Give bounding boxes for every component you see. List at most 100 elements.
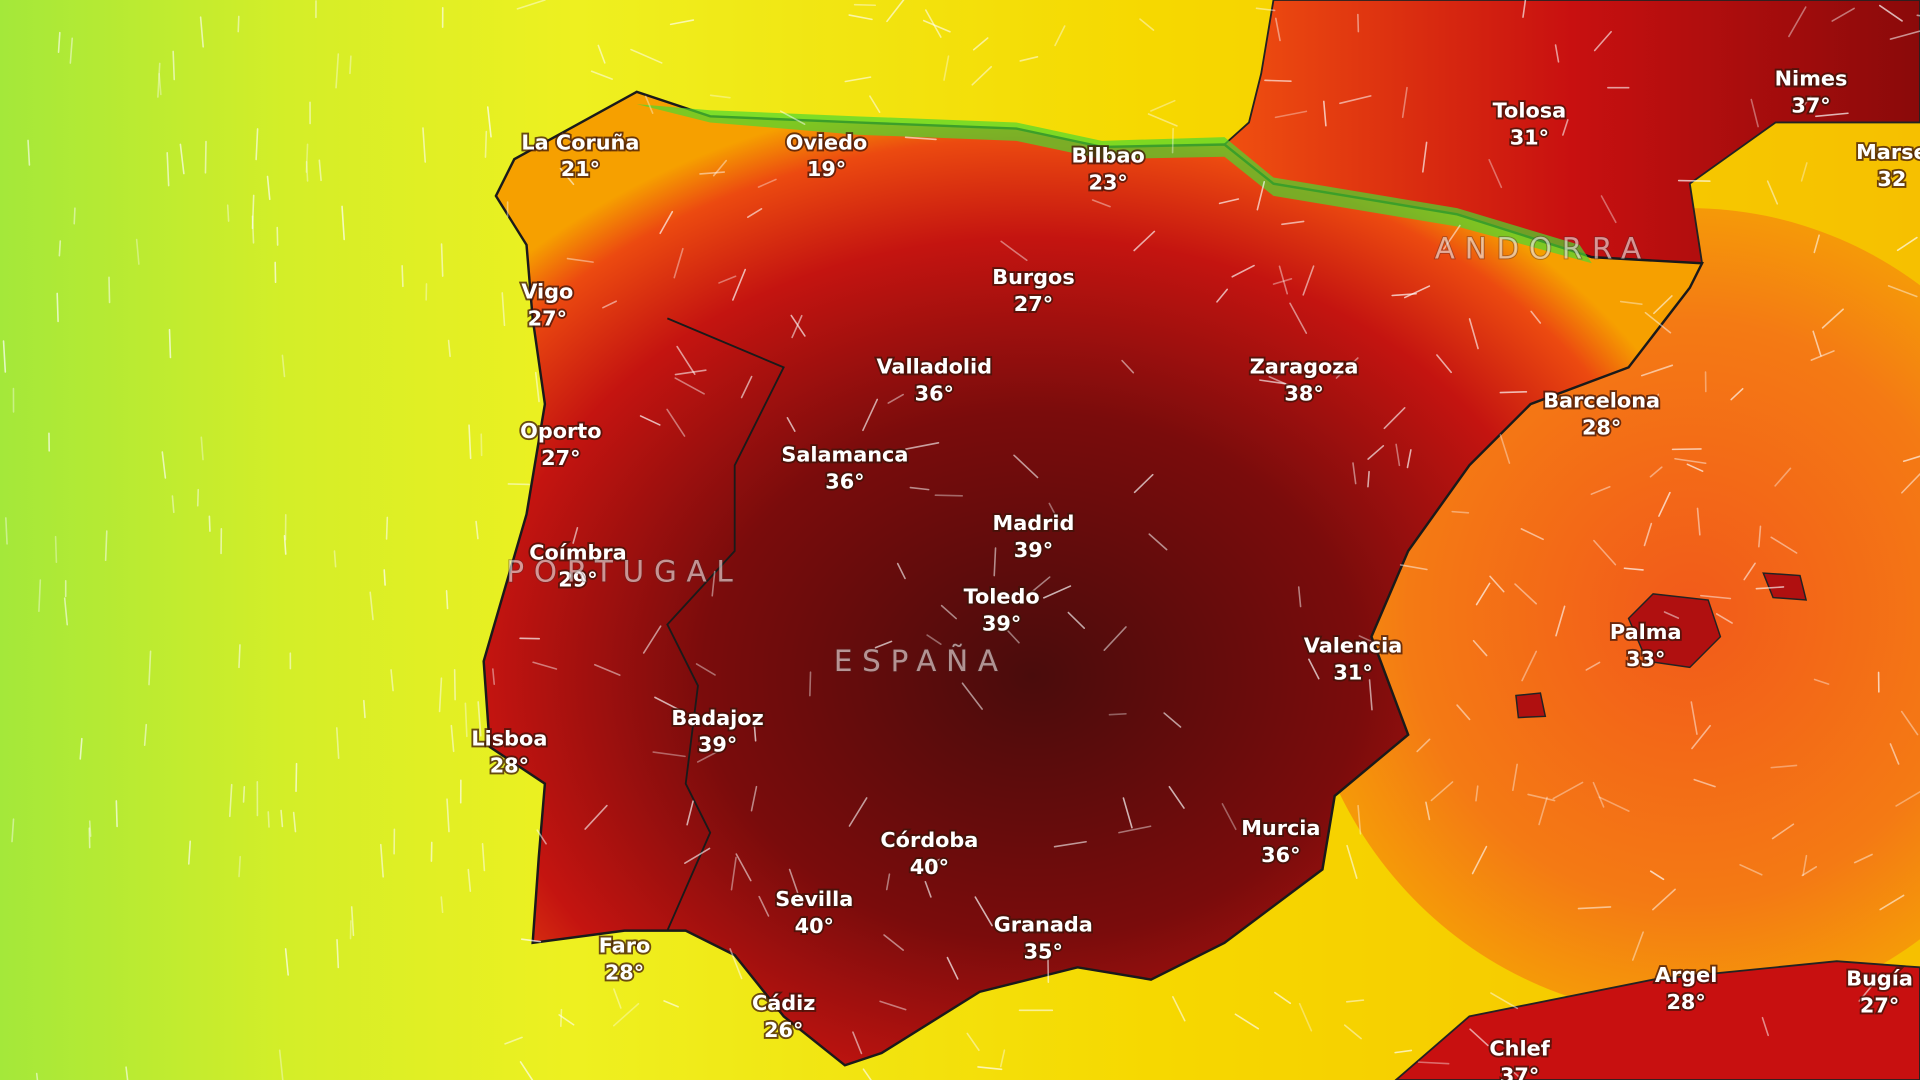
wind-streak [484, 130, 488, 158]
city-temp: 38° [1284, 381, 1323, 405]
city-temp: 31° [1333, 660, 1372, 684]
wind-streak [318, 159, 322, 182]
wind-streak [168, 328, 172, 359]
wind-streak [788, 868, 799, 894]
city-temp: 36° [825, 469, 864, 493]
wind-streak [446, 798, 450, 833]
wind-streak [1889, 30, 1920, 40]
wind-streak [886, 0, 905, 23]
wind-streak [1133, 230, 1156, 252]
wind-streak [1297, 586, 1302, 608]
city-temp: 21° [561, 157, 600, 181]
wind-streak [853, 3, 877, 7]
wind-streak [1640, 364, 1674, 377]
wind-streak [1425, 801, 1431, 821]
wind-streak [1619, 300, 1643, 305]
city-temp: 35° [1024, 940, 1063, 964]
city-temp: 37° [1500, 1063, 1539, 1080]
wind-streak [1368, 679, 1373, 711]
wind-streak [940, 604, 957, 620]
city-temp: 33° [1626, 647, 1665, 671]
city-name: Oviedo [786, 130, 868, 154]
wind-streak [336, 938, 340, 969]
wind-streak [1831, 7, 1855, 22]
wind-streak [666, 408, 686, 437]
wind-streak [993, 547, 997, 577]
wind-streak [1231, 264, 1255, 278]
wind-streak [639, 415, 661, 426]
labels: La Coruña 21° Oviedo 19° Bilbao 23° Tolosa 31° N… [470, 65, 1920, 1080]
wind-streak [904, 136, 937, 141]
wind-streak [594, 663, 621, 676]
wind-streak [1403, 285, 1431, 299]
wind-streak [1730, 387, 1744, 401]
wind-streak [572, 526, 579, 544]
city-name: Madrid [993, 511, 1075, 535]
wind-streak [1750, 98, 1759, 128]
wind-streak [1430, 781, 1454, 802]
wind-streak [1538, 796, 1548, 826]
wind-streak [1522, 0, 1527, 18]
wind-streak [757, 178, 777, 188]
wind-streak [305, 143, 309, 173]
wind-streak [1339, 95, 1372, 105]
wind-streak [1853, 853, 1873, 864]
wind-streak [558, 1014, 575, 1026]
wind-streak [1289, 302, 1308, 334]
wind-streak [1268, 375, 1299, 391]
city-name: Chlef [1489, 1036, 1550, 1060]
city-temp: 40° [910, 855, 949, 879]
wind-streak [924, 880, 932, 898]
wind-streak [663, 1000, 679, 1008]
wind-streak [157, 62, 161, 98]
city-name: Tolosa [1493, 98, 1567, 122]
city-name: Valladolid [876, 354, 992, 378]
wind-streak [1436, 354, 1453, 374]
wind-streak [1800, 95, 1812, 111]
wind-streak [1552, 781, 1584, 800]
wind-streak [613, 1002, 640, 1027]
wind-streak [1416, 738, 1431, 753]
wind-streak [438, 677, 443, 713]
wind-streak [747, 208, 763, 218]
wind-streak [654, 696, 682, 712]
wind-streak [1298, 1002, 1313, 1032]
wind-streak [917, 858, 941, 872]
wind-streak [161, 451, 167, 479]
wind-streak [922, 19, 951, 33]
wind-streak [1456, 704, 1471, 721]
wind-streak [58, 240, 62, 257]
wind-streak [1150, 99, 1176, 112]
wind-streak [1686, 463, 1704, 472]
wind-streak [1700, 594, 1732, 600]
city-name: Oporto [520, 419, 601, 443]
wind-streak [1168, 785, 1185, 809]
wind-streak [242, 785, 246, 803]
wind-streak [475, 520, 479, 540]
wind-streak [729, 948, 743, 980]
wind-streak [887, 393, 904, 404]
wind-streak [1520, 528, 1544, 541]
wind-streak [1743, 562, 1756, 581]
wind-streak [1758, 525, 1762, 548]
wind-streak [1133, 473, 1154, 494]
wind-streak [1308, 658, 1320, 680]
city-temp: 23° [1088, 171, 1127, 195]
wind-streak [1902, 455, 1920, 463]
wind-streak [1770, 764, 1798, 769]
wind-streak [422, 127, 427, 163]
wind-streak [1417, 1061, 1450, 1065]
wind-streak [333, 550, 337, 568]
wind-streak [401, 265, 404, 288]
wind-streak [674, 369, 707, 376]
city-name: Bugía [1846, 967, 1913, 991]
wind-streak [115, 800, 118, 828]
wind-streak [1696, 507, 1701, 536]
wind-streak [1585, 661, 1601, 671]
africa-land [1394, 960, 1920, 1080]
wind-streak [1278, 265, 1289, 295]
wind-streak [1774, 467, 1792, 487]
city-name: Nimes [1775, 67, 1848, 91]
wind-streak [1800, 162, 1808, 182]
wind-streak [171, 495, 175, 514]
